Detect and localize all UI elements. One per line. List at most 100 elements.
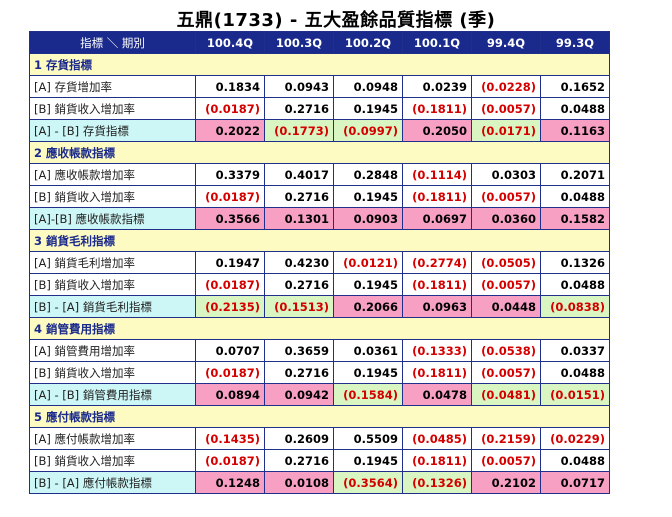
section-row: 4 銷管費用指標 (29, 317, 610, 340)
value-cell: (0.0187) (195, 449, 265, 472)
value-cell: (0.0485) (402, 427, 472, 450)
value-cell: 0.0707 (195, 339, 265, 362)
quality-index-table: 指標 ＼ 期別 100.4Q 100.3Q 100.2Q 100.1Q 99.4… (29, 31, 610, 494)
value-cell: 0.0488 (540, 97, 610, 120)
value-cell: (0.0187) (195, 97, 265, 120)
header-period: 100.3Q (264, 31, 334, 54)
row-label: [A] 銷貨毛利增加率 (29, 251, 196, 274)
row-label: [A] - [B] 銷管費用指標 (29, 383, 196, 406)
value-cell: 0.0697 (402, 207, 472, 230)
row-label: [B] 銷貨收入增加率 (29, 185, 196, 208)
value-cell: 0.1945 (333, 97, 403, 120)
table-row: [B] 銷貨收入增加率 (0.0187) 0.2716 0.1945 (0.1811)(… (29, 361, 610, 384)
value-cell: 0.1326 (540, 251, 610, 274)
value-cell: 0.2609 (264, 427, 334, 450)
row-label: [A]-[B] 應收帳款指標 (29, 207, 196, 230)
value-cell: (0.0057) (471, 361, 541, 384)
value-cell: 0.4017 (264, 163, 334, 186)
value-cell: 0.0717 (540, 471, 610, 494)
row-label: [B] 銷貨收入增加率 (29, 273, 196, 296)
value-cell: 0.0361 (333, 339, 403, 362)
table-row: [A] 銷貨毛利增加率 0.1947 0.4230 (0.0121) (0.2774)(… (29, 251, 610, 274)
value-cell: (0.1811) (402, 449, 472, 472)
value-cell: (0.0505) (471, 251, 541, 274)
value-cell: 0.1945 (333, 185, 403, 208)
value-cell: 0.1945 (333, 273, 403, 296)
header-period: 100.4Q (195, 31, 265, 54)
value-cell: (0.0151) (540, 383, 610, 406)
value-cell: 0.4230 (264, 251, 334, 274)
section-row: 5 應付帳款指標 (29, 405, 610, 428)
header-indicator-period: 指標 ＼ 期別 (29, 31, 196, 54)
value-cell: 0.0108 (264, 471, 334, 494)
value-cell: 0.0239 (402, 75, 472, 98)
value-cell: 0.1947 (195, 251, 265, 274)
row-label: [B] 銷貨收入增加率 (29, 97, 196, 120)
value-cell: 0.2022 (195, 119, 265, 142)
header-period: 99.4Q (471, 31, 541, 54)
value-cell: 0.2050 (402, 119, 472, 142)
table-row: [A] 存貨增加率 0.1834 0.0943 0.0948 0.0239 (0.0228… (29, 75, 610, 98)
value-cell: 0.1163 (540, 119, 610, 142)
value-cell: (0.1811) (402, 273, 472, 296)
header-row: 指標 ＼ 期別 100.4Q 100.3Q 100.2Q 100.1Q 99.4… (29, 31, 610, 54)
value-cell: 0.2848 (333, 163, 403, 186)
value-cell: (0.0057) (471, 273, 541, 296)
value-cell: (0.0838) (540, 295, 610, 318)
value-cell: 0.1945 (333, 361, 403, 384)
value-cell: (0.1513) (264, 295, 334, 318)
value-cell: 0.2716 (264, 273, 334, 296)
value-cell: (0.2159) (471, 427, 541, 450)
value-cell: 0.0488 (540, 361, 610, 384)
value-cell: (0.0187) (195, 273, 265, 296)
row-label: [B] 銷貨收入增加率 (29, 361, 196, 384)
value-cell: 0.1945 (333, 449, 403, 472)
value-cell: 0.0488 (540, 185, 610, 208)
value-cell: (0.2774) (402, 251, 472, 274)
value-cell: 0.1652 (540, 75, 610, 98)
section-row: 2 應收帳款指標 (29, 141, 610, 164)
value-cell: (0.0538) (471, 339, 541, 362)
index-row: [B] - [A] 應付帳款指標 0.1248 0.0108 (0.3564) (0.1… (29, 471, 610, 494)
value-cell: (0.0228) (471, 75, 541, 98)
header-period: 100.2Q (333, 31, 403, 54)
value-cell: (0.0229) (540, 427, 610, 450)
value-cell: (0.1333) (402, 339, 472, 362)
value-cell: (0.1114) (402, 163, 472, 186)
row-label: [B] - [A] 應付帳款指標 (29, 471, 196, 494)
value-cell: (0.1435) (195, 427, 265, 450)
value-cell: 0.2716 (264, 97, 334, 120)
value-cell: 0.5509 (333, 427, 403, 450)
table-row: [B] 銷貨收入增加率 (0.0187) 0.2716 0.1945 (0.1811)(… (29, 97, 610, 120)
index-row: [A] - [B] 銷管費用指標 0.0894 0.0942 (0.1584) 0.04… (29, 383, 610, 406)
value-cell: 0.3659 (264, 339, 334, 362)
table-row: [B] 銷貨收入增加率 (0.0187) 0.2716 0.1945 (0.1811)(… (29, 273, 610, 296)
row-label: [B] - [A] 銷貨毛利指標 (29, 295, 196, 318)
value-cell: (0.1811) (402, 361, 472, 384)
section-row: 1 存貨指標 (29, 53, 610, 76)
value-cell: 0.1301 (264, 207, 334, 230)
table-row: [A] 應付帳款增加率 (0.1435) 0.2609 0.5509 (0.0485)(… (29, 427, 610, 450)
value-cell: 0.0337 (540, 339, 610, 362)
header-period: 100.1Q (402, 31, 472, 54)
header-period: 99.3Q (540, 31, 610, 54)
value-cell: 0.0448 (471, 295, 541, 318)
value-cell: 0.0303 (471, 163, 541, 186)
row-label: [A] 應收帳款增加率 (29, 163, 196, 186)
value-cell: (0.0057) (471, 449, 541, 472)
index-row: [A]-[B] 應收帳款指標 0.3566 0.1301 0.0903 0.0697 0.… (29, 207, 610, 230)
value-cell: (0.2135) (195, 295, 265, 318)
section-title: 5 應付帳款指標 (29, 405, 610, 428)
value-cell: (0.1326) (402, 471, 472, 494)
value-cell: 0.1582 (540, 207, 610, 230)
row-label: [A] 銷管費用增加率 (29, 339, 196, 362)
table-row: [A] 應收帳款增加率 0.3379 0.4017 0.2848 (0.1114) 0.0… (29, 163, 610, 186)
value-cell: (0.0481) (471, 383, 541, 406)
row-label: [A] 存貨增加率 (29, 75, 196, 98)
value-cell: 0.0478 (402, 383, 472, 406)
value-cell: (0.1584) (333, 383, 403, 406)
value-cell: 0.3379 (195, 163, 265, 186)
value-cell: 0.0488 (540, 449, 610, 472)
value-cell: 0.0942 (264, 383, 334, 406)
value-cell: 0.0488 (540, 273, 610, 296)
